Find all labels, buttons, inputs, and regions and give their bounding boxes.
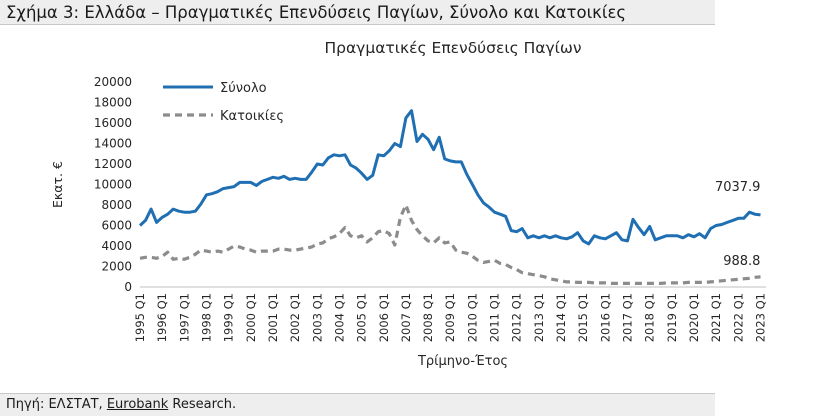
x-tick-label: 1996 Q1	[155, 293, 169, 342]
source-prefix: Πηγή: ΕΛΣΤΑΤ,	[6, 397, 107, 412]
y-tick-label: 20000	[94, 75, 132, 89]
y-tick-label: 18000	[94, 96, 132, 110]
y-tick-label: 2000	[101, 260, 132, 274]
x-tick-label: 2002 Q1	[288, 293, 302, 342]
x-tick-label: 2015 Q1	[576, 293, 590, 342]
figure-title: Σχήμα 3: Ελλάδα – Πραγματικές Επενδύσεις…	[0, 0, 715, 25]
x-tick-label: 2001 Q1	[266, 293, 280, 342]
y-tick-label: 6000	[101, 219, 132, 233]
x-tick-label: 2020 Q1	[687, 293, 701, 342]
y-tick-label: 0	[124, 280, 132, 294]
source-note: Πηγή: ΕΛΣΤΑΤ, Eurobank Research.	[0, 393, 715, 416]
x-tick-label: 1997 Q1	[177, 293, 191, 342]
x-tick-label: 2009 Q1	[443, 293, 457, 342]
legend-label: Κατοικίες	[220, 109, 284, 124]
x-tick-label: 2021 Q1	[709, 293, 723, 342]
x-tick-label: 1995 Q1	[133, 293, 147, 342]
x-tick-label: 2011 Q1	[488, 293, 502, 342]
chart-title: Πραγματικές Επενδύσεις Παγίων	[324, 39, 581, 57]
y-tick-label: 12000	[94, 157, 132, 171]
data-label-end: 988.8	[723, 254, 760, 269]
chart-container: Πραγματικές Επενδύσεις Παγίων 0 2000 4000 60…	[0, 25, 831, 395]
source-link[interactable]: Eurobank	[106, 397, 169, 412]
source-suffix: Research.	[168, 397, 237, 412]
y-tick-label: 8000	[101, 198, 132, 212]
legend-label: Σύνολο	[220, 81, 267, 96]
x-tick-label: 2008 Q1	[421, 293, 435, 342]
x-tick-label: 1999 Q1	[222, 293, 236, 342]
x-axis-label: Τρίμηνο-Έτος	[417, 354, 508, 369]
x-tick-label: 2018 Q1	[643, 293, 657, 342]
x-tick-label: 2004 Q1	[332, 293, 346, 342]
x-tick-label: 2006 Q1	[377, 293, 391, 342]
series-line-total	[138, 109, 761, 246]
x-tick-label: 2005 Q1	[355, 293, 369, 342]
x-tick-label: 2010 Q1	[465, 293, 479, 342]
y-axis-label: Εκατ. €	[50, 161, 65, 208]
x-tick-label: 1998 Q1	[199, 293, 213, 342]
x-tick-label: 2019 Q1	[665, 293, 679, 342]
series-line-housing	[139, 203, 761, 285]
y-tick-label: 10000	[94, 178, 132, 192]
x-tick-label: 2003 Q1	[310, 293, 324, 342]
x-tick-label: 2007 Q1	[399, 293, 413, 342]
line-chart: Πραγματικές Επενδύσεις Παγίων 0 2000 4000 60…	[50, 39, 767, 369]
y-tick-label: 4000	[101, 239, 132, 253]
x-tick-label: 2013 Q1	[532, 293, 546, 342]
x-tick-label: 2016 Q1	[598, 293, 612, 342]
x-tick-label: 2012 Q1	[510, 293, 524, 342]
x-tick-label: 2000 Q1	[244, 293, 258, 342]
data-label-end: 7037.9	[715, 180, 761, 195]
x-tick-label: 2022 Q1	[731, 293, 745, 342]
x-tick-label: 2014 Q1	[554, 293, 568, 342]
y-tick-label: 16000	[94, 116, 132, 130]
y-tick-label: 14000	[94, 137, 132, 151]
x-tick-label: 2017 Q1	[621, 293, 635, 342]
x-tick-label: 2023 Q1	[753, 293, 767, 342]
